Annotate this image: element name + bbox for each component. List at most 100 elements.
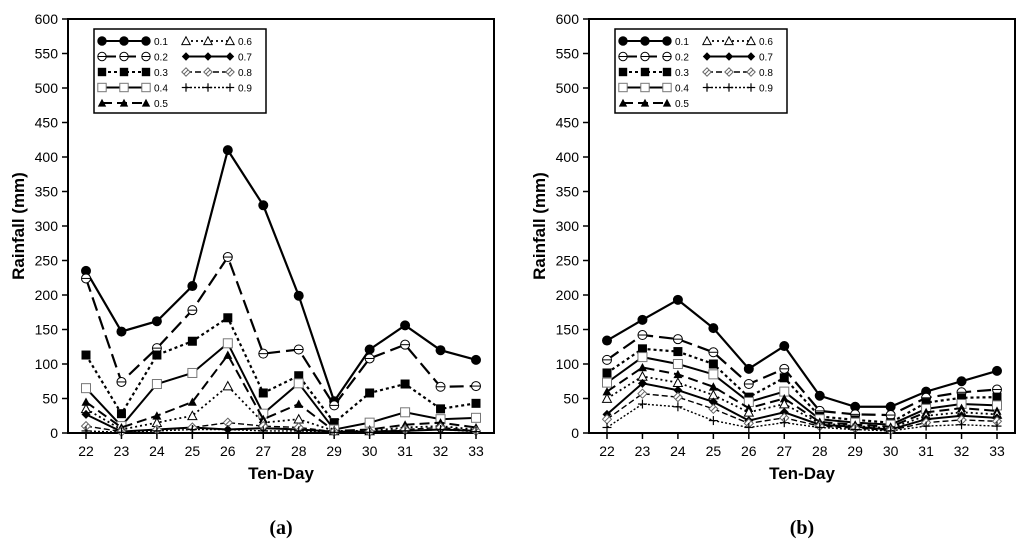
chart-b-data-point <box>637 352 648 363</box>
chart-a-series-line <box>85 353 477 432</box>
chart-a-data-point <box>293 413 305 424</box>
legend-marker <box>746 83 756 92</box>
chart-b-data-point <box>637 362 647 372</box>
chart-a-legend-item-0.1: 0.1 <box>97 36 168 48</box>
chart-b-legend-item-0.5: 0.5 <box>618 98 689 110</box>
chart-b-ytick-label: 0 <box>571 425 579 441</box>
chart-b-data-point <box>815 422 825 432</box>
chart-b-ytick-label: 450 <box>556 115 580 131</box>
chart-a-data-point <box>400 426 410 436</box>
chart-a-series-0.1 <box>81 145 481 407</box>
chart-b-data-point <box>637 378 647 388</box>
legend-marker <box>97 67 107 77</box>
chart-a-series-line <box>85 341 477 431</box>
legend-label: 0.3 <box>154 68 168 79</box>
chart-a-data-point <box>223 350 233 359</box>
chart-b-data-point <box>602 387 612 396</box>
chart-a-xtick-label: 30 <box>362 443 378 459</box>
chart-a-data-point <box>293 290 304 301</box>
legend-marker <box>181 67 191 77</box>
chart-b-series-line <box>606 347 998 424</box>
chart-b-series-0.9 <box>602 399 1002 436</box>
chart-b-xtick-label: 30 <box>883 443 899 459</box>
chart-b-legend-item-0.2: 0.2 <box>618 51 689 64</box>
legend-label: 0.5 <box>154 99 168 110</box>
chart-b-data-point <box>672 334 683 345</box>
chart-a-series-line <box>85 428 477 434</box>
chart-a-data-point <box>222 252 233 263</box>
legend-label: 0.7 <box>238 53 252 64</box>
chart-b-data-point <box>602 422 612 432</box>
chart-a-legend-item-0.7: 0.7 <box>181 52 252 64</box>
chart-a-data-point <box>258 426 268 436</box>
chart-a-series-0.9 <box>81 425 481 437</box>
chart-a-xtick-label: 29 <box>326 443 342 459</box>
legend-marker <box>202 35 214 46</box>
chart-b-ytick-label: 50 <box>563 391 579 407</box>
chart-a-ytick-label: 550 <box>35 46 59 62</box>
legend-label: 0.6 <box>759 37 773 48</box>
chart-b-series-0.2 <box>602 330 1002 421</box>
chart-b-legend-item-0.9: 0.9 <box>702 83 773 95</box>
chart-b-data-point-slash <box>958 417 965 423</box>
legend-marker <box>618 67 628 77</box>
legend-marker <box>97 98 107 107</box>
chart-b-series-line <box>606 298 998 408</box>
legend-marker <box>225 83 235 92</box>
chart-b-data-point-slash <box>994 418 1000 424</box>
legend-label: 0.1 <box>154 37 168 48</box>
chart-a-xtick-label: 22 <box>78 443 94 459</box>
chart-b-panel-label: (b) <box>790 517 814 539</box>
chart-b-data-point <box>637 344 647 354</box>
chart-b-data-point <box>637 399 647 409</box>
chart-a-ytick-label: 500 <box>35 80 59 96</box>
chart-b-data-point <box>992 421 1002 431</box>
chart-b-data-point <box>601 392 613 403</box>
chart-a-data-point <box>364 344 375 355</box>
chart-a-y-axis-label: Rainfall (mm) <box>9 172 28 280</box>
legend-marker <box>745 35 757 46</box>
chart-b-data-point-slash <box>604 416 610 422</box>
legend-label: 0.9 <box>238 84 252 95</box>
legend-label: 0.6 <box>238 37 252 48</box>
legend-marker-slash <box>227 69 233 75</box>
chart-a-data-point <box>81 426 91 436</box>
chart-b-series-line <box>606 403 998 432</box>
chart-b-data-point <box>814 390 825 401</box>
legend-label: 0.3 <box>675 68 689 79</box>
legend-marker <box>141 51 151 62</box>
chart-b-data-point <box>957 393 967 403</box>
chart-a-data-point <box>222 338 233 349</box>
chart-a-ytick-label: 150 <box>35 322 59 338</box>
chart-b-data-point <box>602 368 612 378</box>
legend-marker <box>141 82 151 93</box>
chart-b-data-point <box>956 376 967 387</box>
legend-marker <box>203 52 213 61</box>
chart-a-series-line <box>85 147 477 404</box>
chart-a-data-point-slash <box>225 420 231 426</box>
chart-a-xtick-label: 26 <box>220 443 236 459</box>
chart-b-data-point <box>743 379 754 390</box>
chart-b-data-point <box>708 369 719 380</box>
chart-a-legend: 0.1 0.2 0.3 0.4 0.5 0.6 0.7 0.8 0.9 <box>93 28 267 114</box>
chart-a-ytick-label: 0 <box>50 425 58 441</box>
legend-marker <box>702 52 712 61</box>
chart-b-data-point <box>779 407 789 417</box>
legend-label: 0.1 <box>675 37 689 48</box>
chart-a-data-point <box>435 345 446 356</box>
chart-a-xtick-label: 24 <box>149 443 165 459</box>
chart-a-xtick-label: 33 <box>468 443 484 459</box>
legend-label: 0.7 <box>759 53 773 64</box>
chart-b-data-point <box>743 363 754 374</box>
legend-marker <box>640 36 650 46</box>
chart-b-data-point <box>885 410 896 421</box>
legend-marker <box>662 51 672 62</box>
chart-a-legend-item-0.9: 0.9 <box>181 83 252 95</box>
chart-b-data-point <box>708 397 718 407</box>
chart-a-data-point <box>364 353 375 364</box>
chart-b-xtick-label: 31 <box>918 443 934 459</box>
chart-b-data-point <box>602 354 612 365</box>
chart-a-data-point <box>329 418 339 428</box>
chart-a-data-point <box>187 281 198 292</box>
chart-b-ytick-label: 150 <box>556 322 580 338</box>
